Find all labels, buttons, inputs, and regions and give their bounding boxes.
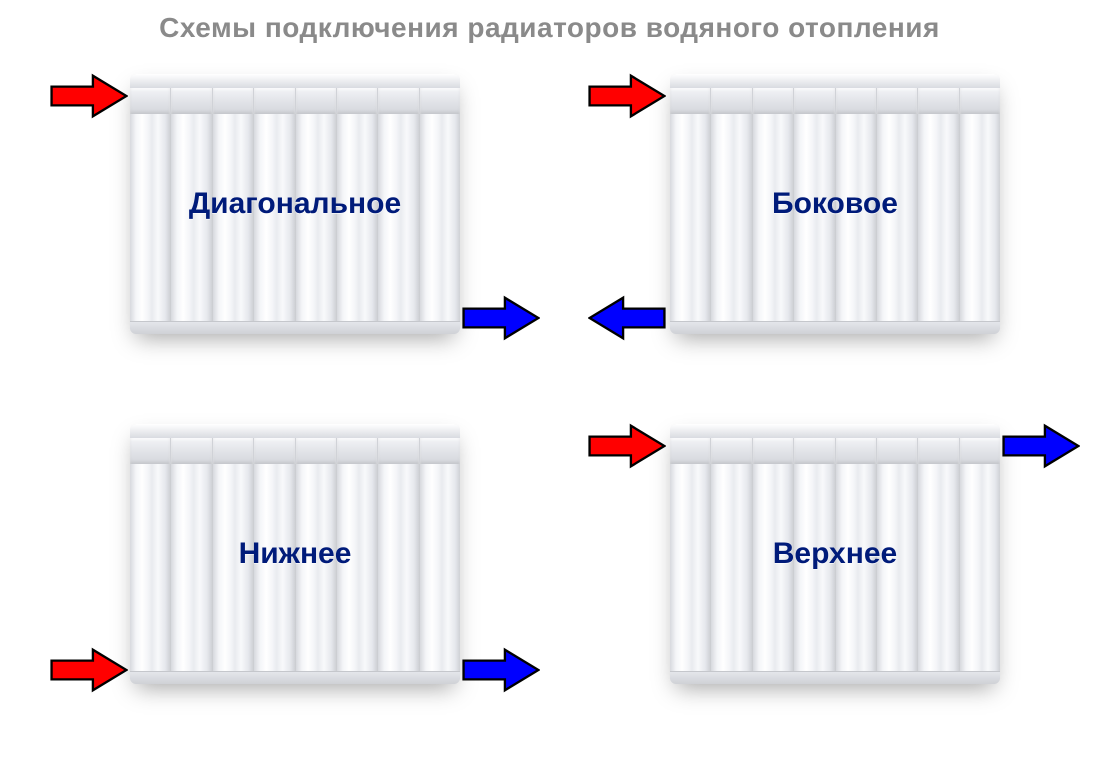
outlet-arrow-icon xyxy=(462,646,540,694)
inlet-arrow-icon xyxy=(50,646,128,694)
radiator: Нижнее xyxy=(130,424,460,684)
scheme-side: Боковое xyxy=(560,54,1060,394)
radiator: Диагональное xyxy=(130,74,460,334)
outlet-arrow-icon xyxy=(588,294,666,342)
outlet-arrow-icon xyxy=(1002,422,1080,470)
radiator: Верхнее xyxy=(670,424,1000,684)
inlet-arrow-icon xyxy=(588,72,666,120)
inlet-arrow-icon xyxy=(588,422,666,470)
scheme-top: Верхнее xyxy=(560,414,1060,754)
outlet-arrow-icon xyxy=(462,294,540,342)
page-title: Схемы подключения радиаторов водяного от… xyxy=(0,0,1099,44)
inlet-arrow-icon xyxy=(50,72,128,120)
scheme-diagonal: Диагональное xyxy=(30,54,530,394)
scheme-bottom: Нижнее xyxy=(30,414,530,754)
diagram-grid: Диагональное Боковое Нижнее Верхнее xyxy=(0,44,1099,764)
radiator: Боковое xyxy=(670,74,1000,334)
